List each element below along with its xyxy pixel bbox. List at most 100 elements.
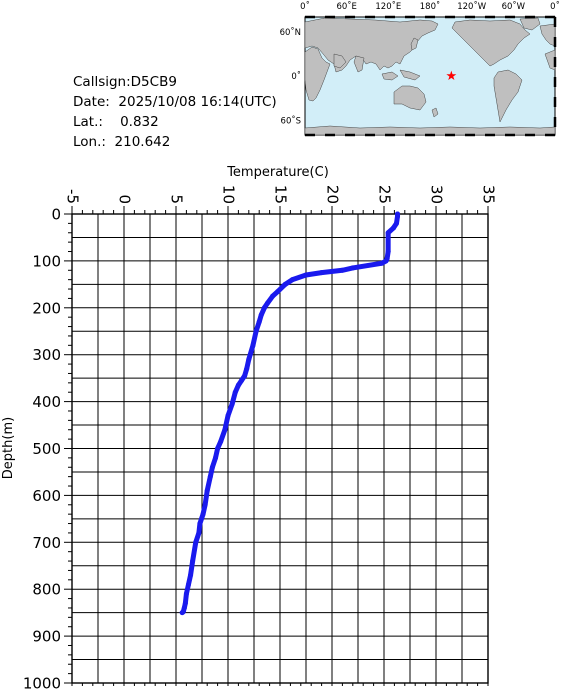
profile-point bbox=[258, 312, 264, 318]
profile-point bbox=[222, 427, 228, 433]
profile-point bbox=[246, 356, 252, 362]
lat-text: Lat.: 0.832 bbox=[73, 114, 159, 130]
profile-point bbox=[197, 521, 203, 527]
profile-point bbox=[209, 464, 215, 470]
y-tick-label: 900 bbox=[32, 628, 61, 646]
x-tick-label: 10 bbox=[220, 185, 238, 204]
map-lat-labels: 60˚N 0˚ 60˚S bbox=[280, 27, 301, 127]
profile-point bbox=[204, 488, 210, 494]
x-tick-label: 30 bbox=[428, 185, 446, 204]
station-marker-icon: ★ bbox=[445, 69, 457, 84]
profile-point bbox=[282, 281, 288, 287]
y-tick-label: 300 bbox=[32, 346, 61, 364]
map-lat-label: 0˚ bbox=[291, 71, 301, 82]
profile-point bbox=[384, 256, 390, 262]
profile-point bbox=[395, 213, 401, 219]
profile-point bbox=[319, 270, 325, 276]
profile-point bbox=[196, 530, 202, 536]
profile-point bbox=[180, 609, 186, 615]
profile-point bbox=[339, 267, 345, 273]
profile-point bbox=[179, 610, 185, 616]
profile-point bbox=[182, 600, 188, 606]
map-lon-label: 60˚E bbox=[336, 1, 356, 12]
profile-point bbox=[215, 446, 221, 451]
profile-point bbox=[218, 438, 224, 444]
profile-point bbox=[250, 342, 256, 348]
x-tick-label: 15 bbox=[272, 185, 290, 204]
map-lon-label: 0˚ bbox=[300, 1, 310, 12]
map-lon-labels: 0˚ 60˚E 120˚E 180˚ 120˚W 60˚W 0˚ bbox=[300, 1, 560, 12]
profile-point bbox=[350, 265, 356, 271]
profile-point bbox=[183, 591, 189, 597]
profile-point bbox=[235, 382, 241, 388]
profile-point bbox=[303, 272, 309, 278]
y-tick-label: 1000 bbox=[23, 675, 61, 690]
map-land bbox=[304, 17, 556, 136]
callsign-text: Callsign:D5CB9 bbox=[73, 74, 177, 90]
tick-layer bbox=[64, 206, 489, 686]
map-lon-label: 60˚W bbox=[502, 1, 526, 12]
y-tick-label: 600 bbox=[32, 487, 61, 505]
y-tick-label: 800 bbox=[32, 581, 61, 599]
y-tick-label: 500 bbox=[32, 440, 61, 458]
profile-point bbox=[275, 288, 281, 294]
profile-point bbox=[200, 511, 206, 517]
map-lon-label: 0˚ bbox=[550, 1, 560, 12]
station-info: Callsign:D5CB9 Date: 2025/10/08 16:14(UT… bbox=[73, 72, 277, 152]
profile-point bbox=[385, 230, 391, 236]
y-tick-label: 200 bbox=[32, 299, 61, 317]
profile-point bbox=[383, 258, 389, 264]
profile-point bbox=[390, 225, 396, 231]
plot-frame bbox=[71, 213, 489, 684]
profile-line bbox=[179, 211, 401, 616]
x-tick-label: 20 bbox=[324, 185, 342, 204]
x-tick-label: 35 bbox=[480, 185, 498, 204]
profile-point bbox=[393, 220, 399, 226]
x-axis-title: Temperature(C) bbox=[226, 165, 329, 180]
profile-point bbox=[225, 413, 231, 419]
map-lon-label: 180˚ bbox=[420, 1, 440, 12]
y-tick-label: 700 bbox=[32, 534, 61, 552]
x-tick-label: -5 bbox=[64, 189, 82, 204]
y-axis-title: Depth(m) bbox=[1, 417, 16, 479]
profile-point bbox=[244, 366, 250, 372]
profile-point bbox=[193, 539, 199, 545]
x-tick-labels: -5 0 5 10 15 20 25 30 35 bbox=[64, 185, 498, 204]
lon-text: Lon.: 210.642 bbox=[73, 134, 171, 150]
map-lat-label: 60˚S bbox=[281, 115, 301, 126]
profile-point bbox=[188, 572, 194, 578]
profile-point bbox=[253, 328, 259, 334]
grid-layer bbox=[71, 213, 489, 684]
y-tick-label: 400 bbox=[32, 393, 61, 411]
y-tick-label: 100 bbox=[32, 252, 61, 270]
map-lon-label: 120˚W bbox=[457, 1, 486, 12]
profile-series bbox=[179, 211, 401, 616]
x-tick-label: 5 bbox=[168, 194, 186, 204]
profile-point bbox=[229, 401, 235, 407]
profile-point bbox=[289, 277, 295, 283]
profile-point bbox=[239, 377, 245, 383]
x-tick-label: 0 bbox=[116, 194, 134, 204]
profile-point bbox=[261, 305, 267, 311]
profile-point bbox=[185, 582, 191, 588]
profile-point bbox=[270, 293, 276, 299]
profile-point bbox=[256, 319, 262, 325]
map-lon-label: 120˚E bbox=[375, 1, 401, 12]
profile-point bbox=[265, 300, 271, 306]
profile-point bbox=[181, 605, 187, 611]
profile-point bbox=[242, 373, 248, 379]
profile-point bbox=[385, 249, 391, 255]
profile-point bbox=[190, 558, 196, 564]
profile-point bbox=[379, 260, 385, 266]
profile-point bbox=[395, 211, 401, 217]
x-tick-label: 25 bbox=[376, 185, 394, 204]
y-tick-labels: 0 100 200 300 400 500 600 700 800 900 1000 bbox=[23, 206, 61, 690]
world-map: 0˚ 60˚E 120˚E 180˚ 120˚W 60˚W 0˚ 60˚N 0˚ 60˚S ★ bbox=[280, 1, 560, 137]
profile-point bbox=[213, 455, 219, 461]
profile-point bbox=[207, 474, 213, 480]
date-text: Date: 2025/10/08 16:14(UTC) bbox=[73, 94, 277, 110]
map-lat-label: 60˚N bbox=[280, 27, 301, 38]
y-tick-label: 0 bbox=[51, 206, 61, 224]
profile-point bbox=[232, 389, 238, 395]
profile-point bbox=[202, 502, 208, 508]
